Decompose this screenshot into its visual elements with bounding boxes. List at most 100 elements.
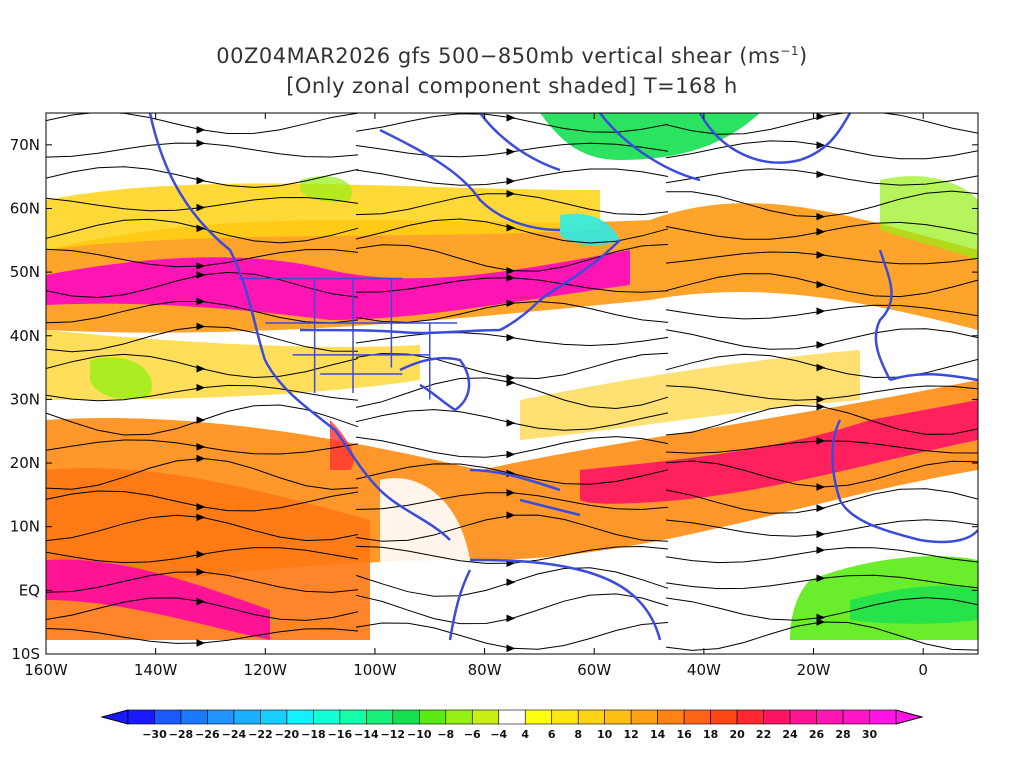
lon-tick-label: 20W (797, 661, 831, 679)
streamline-arrow (816, 341, 826, 349)
streamline-arrow (816, 483, 826, 491)
streamline-arrow (816, 280, 826, 289)
colorbar-swatch (180, 709, 208, 725)
streamline-arrow (506, 299, 516, 307)
colorbar-swatch (445, 709, 473, 725)
colorbar-swatch (816, 709, 844, 725)
streamline-arrow (506, 114, 516, 122)
colorbar-swatch (789, 709, 817, 725)
streamline-arrow (196, 139, 206, 148)
streamline-arrow (196, 262, 206, 270)
streamline-arrow (196, 443, 206, 451)
colorbar-label: −10 (407, 728, 432, 741)
shear-shading (46, 113, 978, 640)
streamline-arrow (506, 177, 516, 185)
streamline-arrow (506, 374, 516, 382)
streamline-arrow (196, 597, 206, 606)
streamline-arrow (506, 274, 516, 282)
colorbar-swatch (392, 709, 420, 725)
lat-tick-label: 30N (10, 390, 40, 408)
streamline-arrow (816, 437, 826, 445)
colorbar-label: −26 (195, 728, 220, 741)
colorbar-swatch (419, 709, 447, 725)
colorbar-label: −6 (464, 728, 481, 741)
streamline-arrow (196, 176, 206, 185)
streamline-arrow (816, 613, 826, 622)
streamline-arrow (816, 618, 826, 626)
colorbar-swatch (842, 709, 870, 725)
streamline-arrow (816, 395, 826, 404)
colorbar-swatch (260, 709, 288, 725)
colorbar-label: −20 (275, 728, 300, 741)
colorbar-label: −18 (301, 728, 326, 741)
streamline-arrow (506, 148, 516, 156)
map-title-line2: [Only zonal component shaded] T=168 h (286, 74, 738, 98)
colorbar-label: −12 (381, 728, 406, 741)
streamline-arrow (816, 530, 826, 538)
colorbar-label: 28 (835, 728, 850, 741)
colorbar-swatch (604, 709, 632, 725)
streamline-arrow (506, 511, 516, 520)
lon-tick-label: 60W (577, 661, 611, 679)
lat-tick-label: 20N (10, 454, 40, 472)
streamline-arrow (196, 503, 206, 511)
lat-tick-label: 50N (10, 263, 40, 281)
lon-tick-label: 160W (24, 661, 68, 679)
streamline-arrow (196, 550, 206, 559)
lat-tick-label: EQ (19, 581, 40, 599)
streamline-arrow (196, 639, 206, 647)
lat-tick-label: 10S (11, 645, 40, 663)
colorbar-label: 12 (624, 728, 639, 741)
colorbar-swatch (471, 709, 500, 725)
colorbar-swatch (233, 709, 261, 725)
lon-tick-label: 100W (353, 661, 397, 679)
streamline-arrow (816, 504, 826, 512)
coastlines (148, 113, 978, 641)
streamline-arrow (816, 170, 826, 179)
colorbar-label: 10 (597, 728, 613, 741)
colorbar-swatch (207, 709, 235, 725)
colorbar-swatch (763, 709, 791, 725)
colorbar-label: 22 (756, 728, 771, 741)
colorbar-label: −4 (490, 728, 507, 741)
colorbar-swatch (154, 709, 182, 725)
streamline-arrow (196, 126, 206, 134)
lon-tick-label: 80W (468, 661, 502, 679)
colorbar-swatch (577, 709, 605, 725)
state-borders (237, 277, 458, 400)
colorbar-swatch (524, 709, 553, 725)
colorbar-min-arrow (100, 709, 129, 725)
streamline-arrow (816, 212, 826, 221)
streamline-arrow (816, 574, 826, 582)
colorbar-swatch (286, 709, 314, 725)
streamline-arrow (196, 416, 206, 424)
lat-tick-label: 60N (10, 199, 40, 217)
map-title-line1: 00Z04MAR2026 gfs 500−850mb vertical shea… (216, 44, 808, 68)
colorbar-swatch (313, 709, 341, 725)
colorbar: −30 −28 −26 −24 −22 −20 −18 −16 −14 −12 −10 −8 −6 −4 4… (100, 709, 924, 741)
colorbar-label: −28 (169, 728, 194, 741)
streamline-arrow (506, 267, 516, 275)
colorbar-label: 16 (676, 728, 692, 741)
streamline-arrow (506, 419, 516, 427)
streamline-arrow (816, 113, 826, 121)
lat-tick-label: 10N (10, 518, 40, 536)
colorbar-label: 8 (574, 728, 582, 741)
colorbar-swatch (869, 709, 897, 725)
lon-tick-label: 40W (687, 661, 721, 679)
streamline-arrow (506, 644, 516, 653)
colorbar-label: 4 (521, 728, 529, 741)
streamline-arrow (816, 307, 826, 315)
colorbar-swatch (657, 709, 685, 725)
colorbar-max-arrow (895, 709, 924, 725)
streamline-arrow (816, 402, 826, 411)
colorbar-swatch (366, 709, 394, 725)
streamline-arrow (196, 513, 206, 522)
lat-tick-label: 40N (10, 327, 40, 345)
streamline-arrow (196, 297, 206, 306)
colorbar-label: 14 (650, 728, 666, 741)
streamline-arrow (816, 141, 826, 150)
streamline-arrow (506, 614, 516, 623)
streamline-arrow (816, 251, 826, 259)
